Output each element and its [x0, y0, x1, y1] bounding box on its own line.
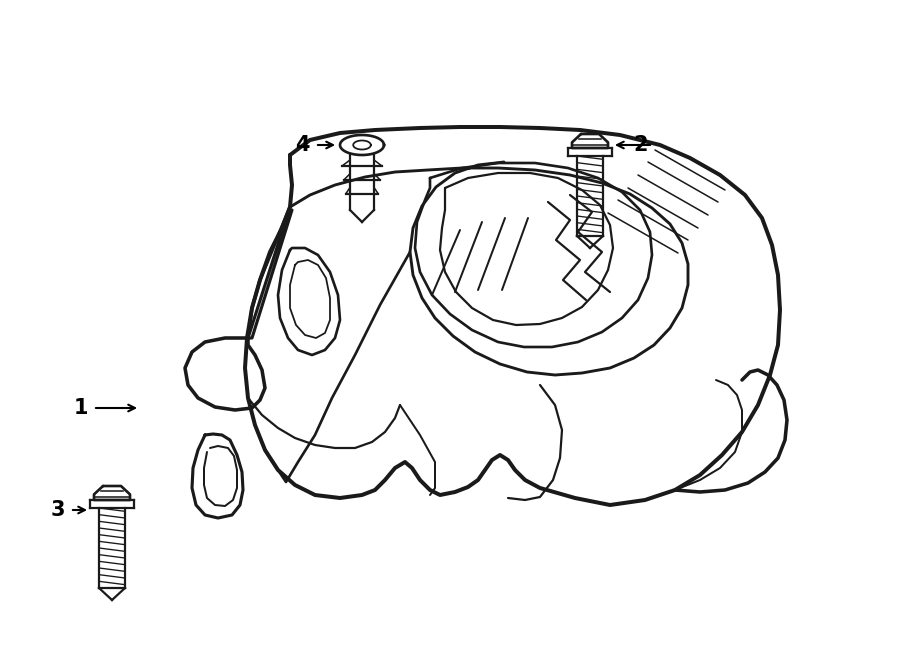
- Text: 4: 4: [295, 135, 310, 155]
- Text: 1: 1: [74, 398, 88, 418]
- Text: 3: 3: [50, 500, 65, 520]
- Text: 2: 2: [634, 135, 648, 155]
